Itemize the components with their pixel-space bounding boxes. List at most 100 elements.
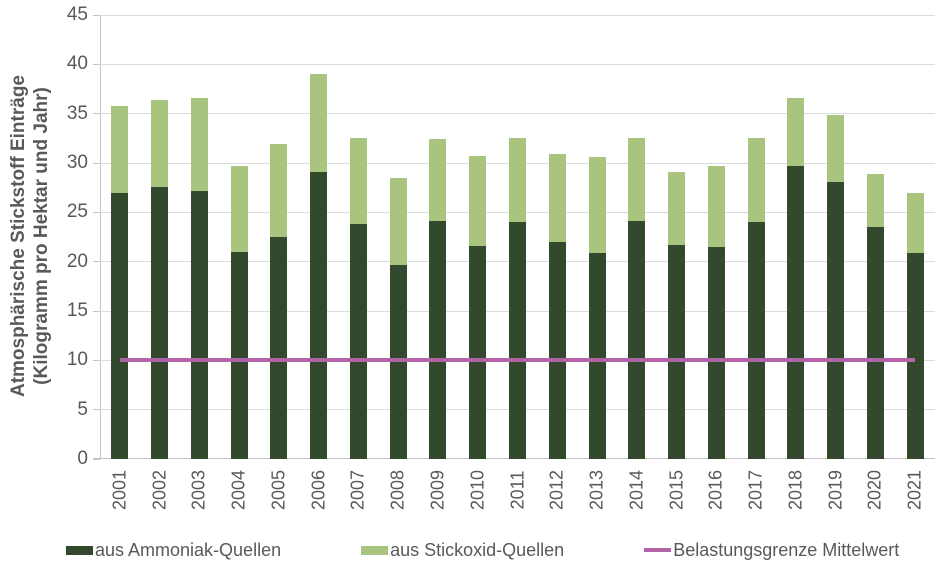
y-tick-45 — [93, 14, 100, 16]
legend-swatch-belastungsgrenze-line — [644, 548, 672, 552]
x-tick-label-2003: 2003 — [188, 469, 209, 511]
reference-line-belastungsgrenze — [119, 358, 916, 363]
y-tick-35 — [93, 113, 100, 115]
y-tick-label-40: 40 — [66, 53, 88, 75]
bar-stickoxid-2013 — [588, 157, 606, 253]
bar-stickoxid-2009 — [429, 139, 447, 222]
legend-item-stickoxid: aus Stickoxid-Quellen — [361, 540, 564, 561]
legend-swatch-stickoxid — [361, 545, 389, 555]
x-tick-label-2008: 2008 — [387, 469, 408, 511]
x-tick-label-2021: 2021 — [904, 469, 925, 511]
y-axis-line — [100, 15, 101, 459]
bar-ammoniak-2017 — [747, 222, 765, 459]
bar-ammoniak-2019 — [827, 181, 845, 459]
x-axis-tick-labels: 2001 2002 2003 2004 2005 2006 2007 2008 2009 2010… — [100, 462, 935, 518]
y-tick-40 — [93, 63, 100, 65]
gridline-y-45 — [100, 14, 935, 16]
x-tick-label-2011: 2011 — [507, 470, 527, 510]
x-tick-label-2010: 2010 — [467, 469, 488, 511]
bar-stickoxid-2021 — [906, 192, 924, 253]
x-tick-label-2009: 2009 — [427, 469, 448, 511]
x-tick-label-2012: 2012 — [546, 469, 567, 511]
bar-ammoniak-2012 — [548, 241, 566, 459]
bar-ammoniak-2013 — [588, 252, 606, 459]
x-tick-label-2014: 2014 — [626, 469, 647, 511]
legend-label-ammoniak: aus Ammoniak-Quellen — [95, 539, 282, 560]
x-tick-label-2013: 2013 — [586, 469, 607, 511]
legend-swatch-ammoniak — [66, 545, 93, 555]
bar-stickoxid-2007 — [349, 138, 367, 225]
bar-ammoniak-2015 — [668, 244, 686, 459]
bar-ammoniak-2007 — [349, 224, 367, 459]
bar-stickoxid-2003 — [190, 97, 208, 191]
bar-ammoniak-2006 — [310, 171, 328, 459]
bar-stickoxid-2016 — [707, 165, 725, 247]
bar-stickoxid-2015 — [668, 171, 686, 245]
bar-ammoniak-2018 — [787, 165, 805, 459]
bar-ammoniak-2002 — [151, 186, 169, 459]
legend-item-belastungsgrenze: Belastungsgrenze Mittelwert — [644, 540, 899, 561]
bar-stickoxid-2012 — [548, 154, 566, 242]
x-tick-label-2020: 2020 — [864, 469, 885, 511]
bar-stickoxid-2017 — [747, 138, 765, 223]
x-tick-label-2007: 2007 — [347, 469, 368, 511]
bar-stickoxid-2020 — [866, 173, 884, 228]
bar-stickoxid-2014 — [628, 138, 646, 222]
bar-stickoxid-2011 — [509, 138, 526, 223]
plot-area — [100, 14, 935, 459]
x-tick-label-2004: 2004 — [228, 469, 249, 511]
bar-ammoniak-2009 — [429, 221, 447, 459]
bar-ammoniak-2021 — [906, 252, 924, 459]
bar-stickoxid-2002 — [151, 99, 169, 187]
bar-ammoniak-2014 — [628, 221, 646, 459]
bar-stickoxid-2001 — [111, 105, 129, 193]
y-tick-label-5: 5 — [77, 398, 88, 420]
bar-stickoxid-2008 — [389, 177, 407, 265]
x-tick-label-2019: 2019 — [825, 469, 846, 511]
legend-label-belastungsgrenze: Belastungsgrenze Mittelwert — [673, 539, 900, 560]
x-tick-label-2018: 2018 — [785, 469, 806, 511]
legend-label-stickoxid: aus Stickoxid-Quellen — [390, 539, 565, 560]
y-tick-label-35: 35 — [66, 102, 88, 124]
y-tick-label-0: 0 — [77, 448, 88, 469]
bar-stickoxid-2005 — [270, 144, 288, 237]
bar-ammoniak-2011 — [509, 222, 526, 459]
bar-stickoxid-2010 — [469, 156, 487, 246]
y-tick-5 — [93, 409, 100, 411]
bar-ammoniak-2001 — [111, 192, 129, 459]
bar-ammoniak-2016 — [707, 246, 725, 459]
y-tick-10 — [93, 359, 100, 361]
bar-ammoniak-2004 — [230, 251, 248, 459]
x-tick-label-2005: 2005 — [268, 469, 289, 511]
y-tick-20 — [93, 261, 100, 263]
y-tick-label-20: 20 — [66, 250, 88, 272]
bar-stickoxid-2004 — [230, 165, 248, 252]
legend-item-ammoniak: aus Ammoniak-Quellen — [66, 540, 281, 561]
bar-ammoniak-2020 — [866, 227, 884, 459]
x-tick-label-2016: 2016 — [705, 469, 726, 511]
gridline-y-40 — [100, 63, 935, 65]
y-axis-title-line1: Atmosphärische Stickstoff Einträge — [7, 74, 29, 398]
y-tick-label-45: 45 — [66, 4, 88, 25]
bar-stickoxid-2018 — [787, 97, 805, 166]
y-tick-label-30: 30 — [66, 152, 88, 173]
y-tick-30 — [93, 162, 100, 164]
x-tick-label-2006: 2006 — [308, 469, 329, 511]
y-tick-label-10: 10 — [66, 349, 88, 371]
y-tick-0 — [93, 458, 100, 460]
x-tick-label-2015: 2015 — [666, 469, 687, 511]
x-tick-label-2002: 2002 — [149, 469, 170, 511]
y-tick-label-25: 25 — [66, 201, 88, 223]
bar-stickoxid-2019 — [827, 114, 845, 182]
y-tick-15 — [93, 310, 100, 312]
bar-stickoxid-2006 — [310, 74, 328, 172]
legend: aus Ammoniak-Quellen aus Stickoxid-Quell… — [66, 539, 899, 561]
y-tick-label-15: 15 — [66, 300, 88, 321]
bar-ammoniak-2010 — [469, 245, 487, 459]
x-tick-label-2001: 2001 — [109, 469, 130, 511]
bar-ammoniak-2005 — [270, 237, 288, 459]
bar-ammoniak-2003 — [190, 190, 208, 459]
y-tick-25 — [93, 211, 100, 213]
gridline-y-35 — [100, 113, 935, 115]
